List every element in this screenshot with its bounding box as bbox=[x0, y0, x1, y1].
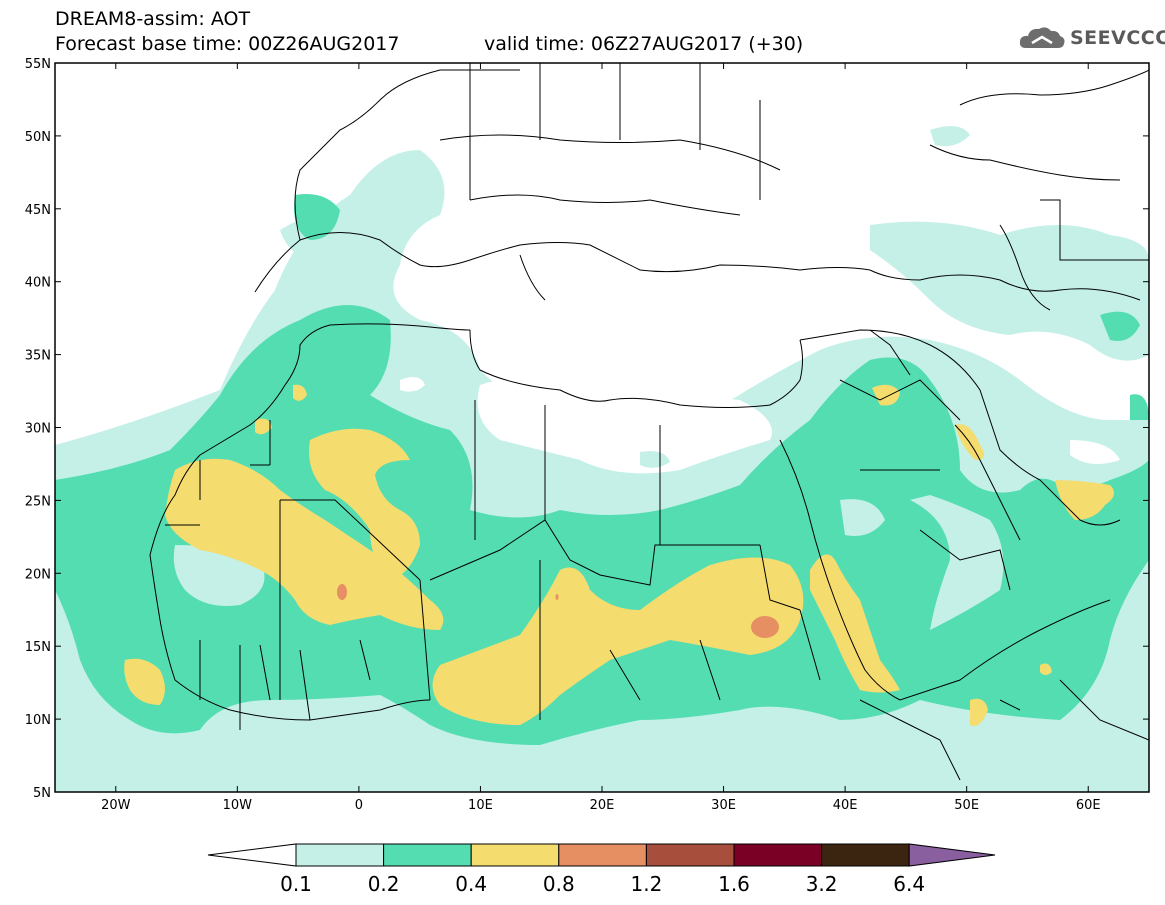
lon-tick-label: 30E bbox=[711, 798, 736, 813]
aot-below-threshold bbox=[400, 376, 1120, 474]
colorbar-max-arrow bbox=[908, 843, 996, 867]
lon-tick-label: 10E bbox=[468, 798, 493, 813]
lon-tick-label: 40E bbox=[833, 798, 858, 813]
lat-tick-label: 15N bbox=[25, 640, 51, 655]
colorbar-label: 0.4 bbox=[455, 872, 488, 896]
lat-tick-label: 5N bbox=[33, 786, 51, 801]
colorbar-label: 1.2 bbox=[630, 872, 663, 896]
lon-tick-label: 0 bbox=[355, 798, 363, 813]
colorbar-min-arrow bbox=[207, 843, 297, 867]
map-title: DREAM8-assim: AOT bbox=[55, 8, 251, 30]
lat-tick-label: 40N bbox=[25, 276, 51, 291]
forecast-base-time: Forecast base time: 00Z26AUG2017 bbox=[55, 33, 400, 55]
lon-tick-label: 10W bbox=[223, 798, 253, 813]
lon-tick-label: 20W bbox=[101, 798, 131, 813]
aot-band-0.8 bbox=[337, 584, 779, 638]
colorbar-swatch bbox=[470, 843, 560, 867]
coastlines-and-borders bbox=[149, 63, 1149, 781]
lat-tick-label: 55N bbox=[25, 57, 51, 72]
lat-tick-label: 20N bbox=[25, 567, 51, 582]
cloud-icon bbox=[1019, 27, 1065, 48]
colorbar bbox=[207, 843, 996, 867]
colorbar-swatch bbox=[821, 843, 910, 867]
seevccc-logo: SEEVCCC bbox=[1018, 24, 1165, 52]
colorbar-swatch bbox=[383, 843, 472, 867]
latitude-axis: 5N 10N 15N 20N 25N 30N 35N 40N 45N 50N 55N bbox=[25, 57, 1149, 801]
colorbar-swatch bbox=[733, 843, 823, 867]
lat-tick-label: 45N bbox=[25, 203, 51, 218]
colorbar-swatch bbox=[645, 843, 735, 867]
lat-tick-label: 25N bbox=[25, 494, 51, 509]
colorbar-label: 1.6 bbox=[718, 872, 750, 896]
colorbar-label: 3.2 bbox=[805, 872, 838, 896]
lat-tick-label: 50N bbox=[25, 130, 51, 145]
colorbar-label: 6.4 bbox=[893, 872, 926, 896]
aot-band-0.4 bbox=[124, 384, 1114, 726]
aot-field bbox=[55, 63, 1149, 792]
colorbar-label: 0.8 bbox=[542, 872, 575, 896]
colorbar-label: 0.2 bbox=[367, 872, 400, 896]
colorbar-label: 0.1 bbox=[280, 872, 312, 896]
colorbar-swatch bbox=[558, 843, 647, 867]
lon-tick-label: 60E bbox=[1076, 798, 1101, 813]
longitude-axis: 20W 10W 0 10E 20E 30E 40E 50E 60E bbox=[101, 63, 1101, 813]
lat-tick-label: 10N bbox=[25, 713, 51, 728]
aot-band-0.2 bbox=[55, 194, 1149, 745]
lat-tick-label: 30N bbox=[25, 422, 51, 437]
valid-time: valid time: 06Z27AUG2017 (+30) bbox=[484, 33, 804, 55]
lon-tick-label: 20E bbox=[590, 798, 615, 813]
lat-tick-label: 35N bbox=[25, 349, 51, 364]
lon-tick-label: 50E bbox=[954, 798, 979, 813]
colorbar-swatch bbox=[295, 843, 385, 867]
logo-text: SEEVCCC bbox=[1070, 27, 1165, 49]
